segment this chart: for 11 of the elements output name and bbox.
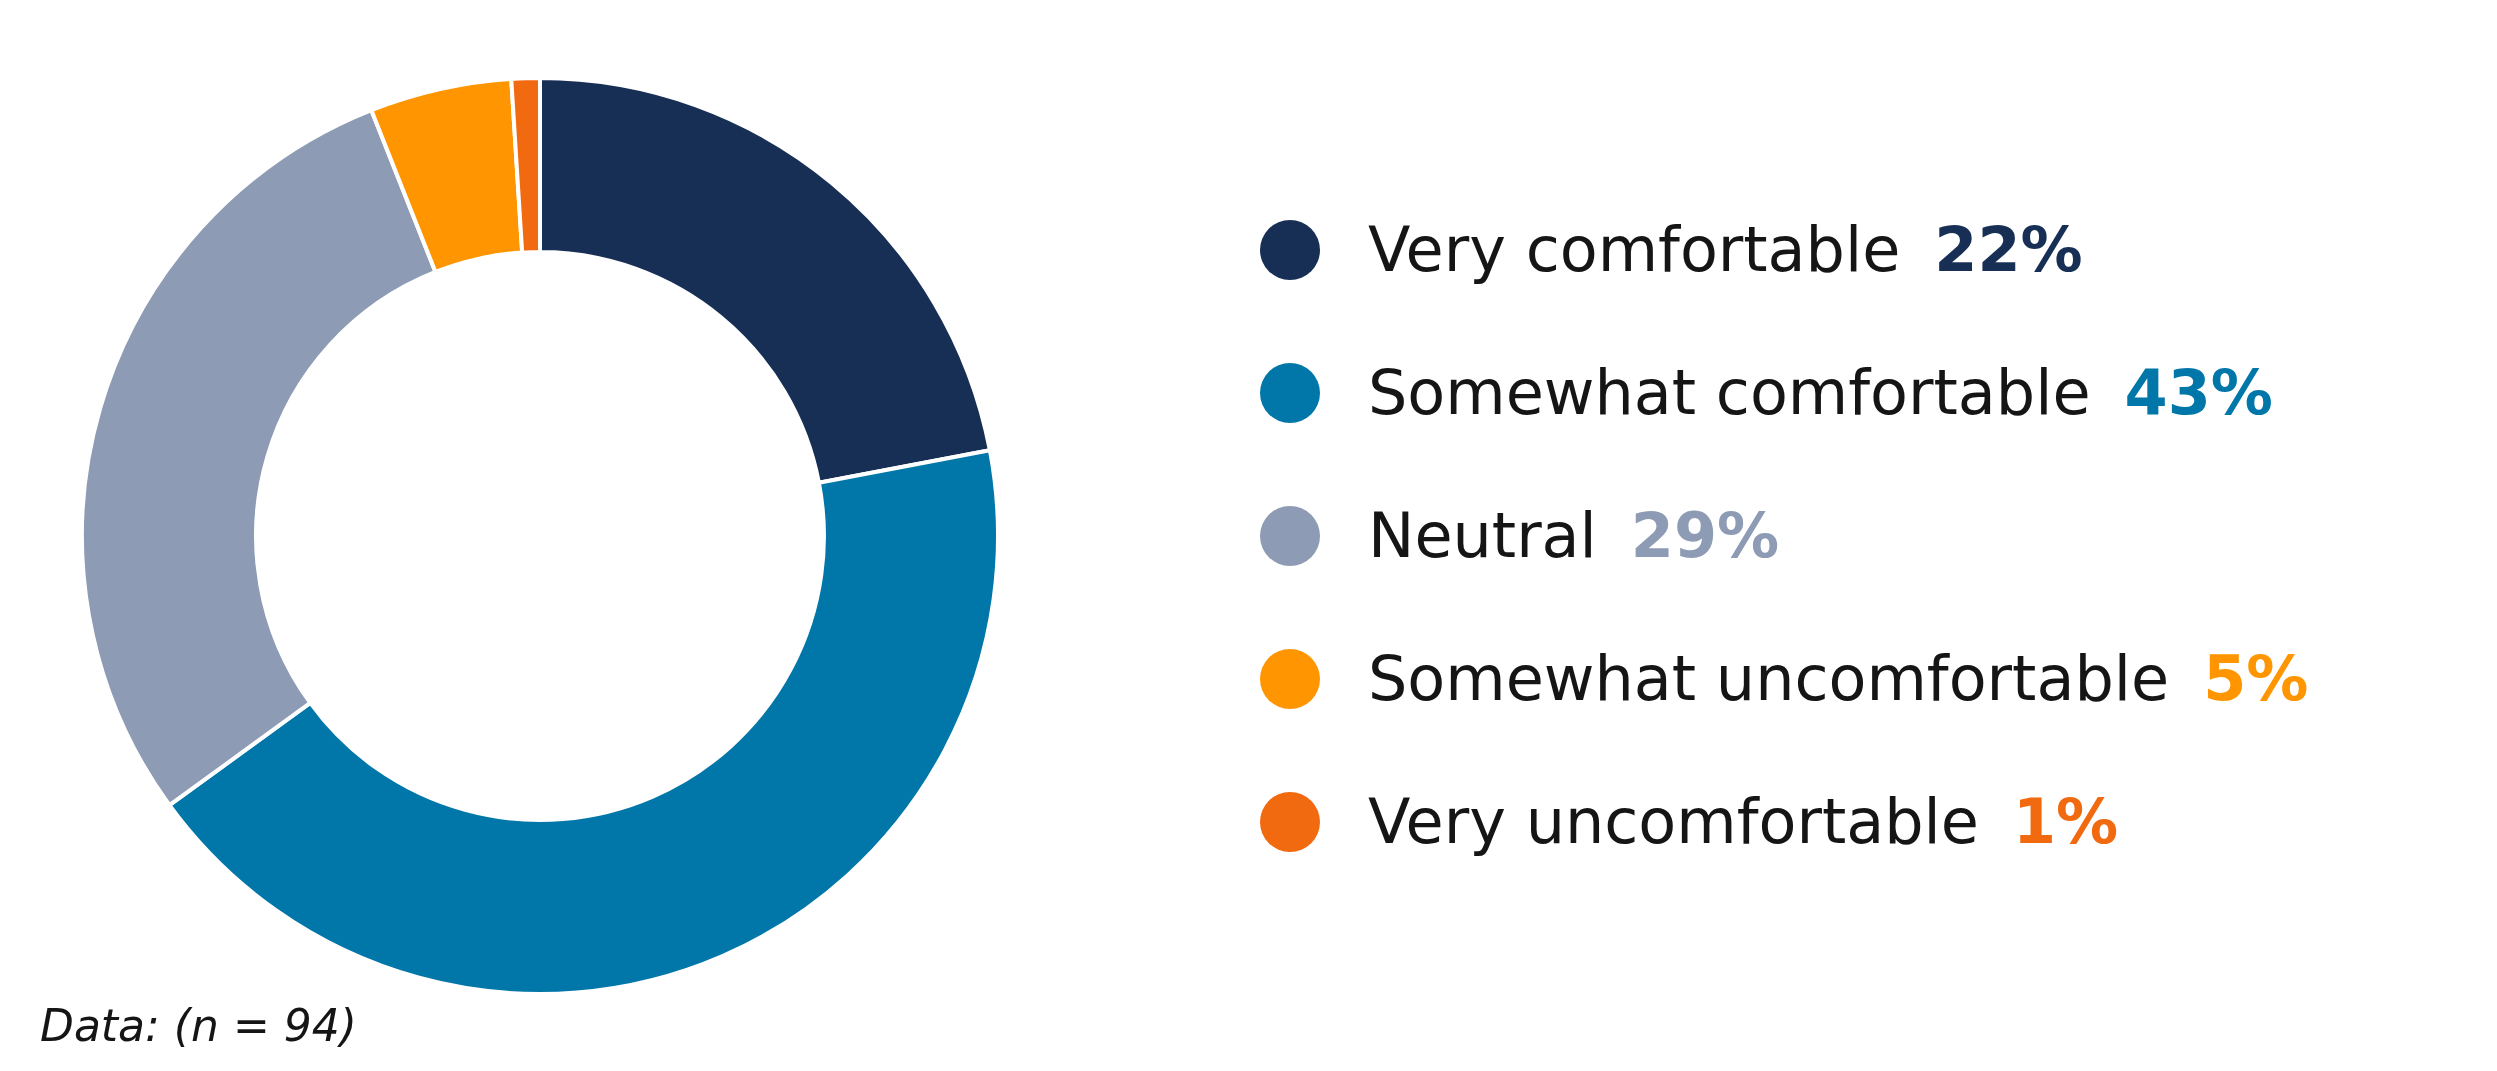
legend-label: Neutral: [1368, 499, 1597, 572]
data-label: 43%: [2124, 356, 2273, 429]
data-label: 22%: [1934, 213, 2083, 286]
legend-label: Very uncomfortable: [1368, 785, 1979, 858]
text: Data: (n = 94): [40, 1000, 357, 1051]
data-label: 5%: [2203, 642, 2309, 715]
legend-label: Somewhat comfortable: [1368, 356, 2091, 429]
data-label: 1%: [2012, 785, 2119, 858]
legend-label: Very comfortable: [1368, 213, 1901, 286]
legend-label: Somewhat uncomfortable: [1368, 642, 2170, 715]
data-label: 29%: [1630, 499, 1780, 572]
